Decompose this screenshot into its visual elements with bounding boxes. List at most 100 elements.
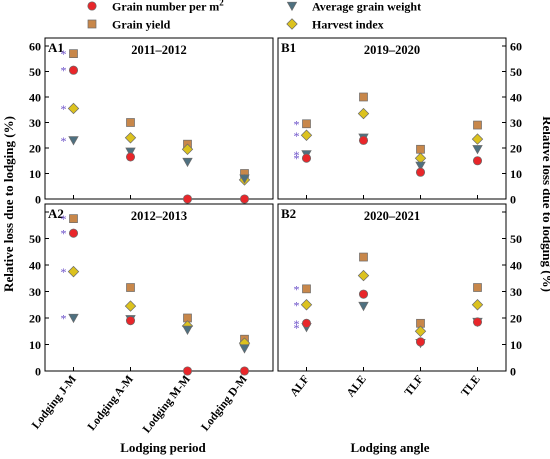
y-tick-label: 40 xyxy=(510,259,522,273)
legend-marker xyxy=(286,18,298,30)
data-point xyxy=(358,301,369,312)
significance-star: * xyxy=(61,227,67,241)
data-point xyxy=(182,194,193,204)
series-average-grain-weight: * xyxy=(294,133,483,171)
data-point xyxy=(301,153,312,163)
data-point xyxy=(67,265,80,278)
data-point xyxy=(125,147,136,157)
legend: Grain number per m2 Average grain weight G… xyxy=(87,0,421,32)
y-tick-label: 60 xyxy=(510,40,522,54)
series-grain-yield: * xyxy=(61,47,249,178)
data-point xyxy=(415,167,426,177)
data-point xyxy=(68,228,79,238)
y-tick-label: 50 xyxy=(510,232,522,246)
significance-star: * xyxy=(294,321,300,335)
panel-a1: A1 2011–2012 0 10 20 30 40 50 60 * * * * xyxy=(29,37,274,207)
legend-item: Harvest index xyxy=(286,18,384,32)
data-point xyxy=(239,344,250,354)
series-grain-number-per-m2: * xyxy=(294,135,483,177)
significance-star: * xyxy=(294,298,300,312)
data-point xyxy=(67,102,80,115)
panel-title: 2020–2021 xyxy=(364,209,420,223)
y-tick-label: 30 xyxy=(510,116,522,130)
data-point xyxy=(471,299,484,311)
data-point xyxy=(126,283,135,292)
plot-frame xyxy=(277,203,507,372)
legend-marker xyxy=(286,1,298,12)
data-point xyxy=(69,214,78,223)
data-point xyxy=(473,283,482,292)
y-tick-label: 50 xyxy=(510,65,522,79)
series-harvest-index: * xyxy=(294,269,484,337)
data-point xyxy=(301,318,312,328)
significance-star: * xyxy=(294,117,300,131)
y-tick-label: 50 xyxy=(29,232,41,246)
series-grain-yield: * xyxy=(294,252,482,328)
panel-title: 2012–2013 xyxy=(131,209,187,223)
data-point xyxy=(125,316,136,326)
y-axis-title-right: Relative loss due to lodging (%) xyxy=(540,116,550,292)
series-grain-number-per-m2: * xyxy=(61,227,250,376)
panel-label: A2 xyxy=(48,206,64,221)
data-point xyxy=(239,366,250,376)
legend-item: Average grain weight xyxy=(286,0,421,14)
legend-label-text: Grain yield xyxy=(112,18,171,32)
significance-star: * xyxy=(294,152,300,166)
data-point xyxy=(358,289,369,299)
data-point xyxy=(182,325,193,336)
data-point xyxy=(68,65,79,75)
data-point xyxy=(359,92,368,102)
data-point xyxy=(472,156,483,166)
legend-item: Grain yield xyxy=(87,18,171,32)
y-tick-label: 0 xyxy=(35,365,41,379)
y-tick-label: 40 xyxy=(29,91,41,105)
significance-star: * xyxy=(294,148,300,162)
legend-label-text: Harvest index xyxy=(312,18,384,32)
data-point xyxy=(68,313,79,324)
data-point xyxy=(359,252,368,262)
data-point xyxy=(124,300,137,312)
y-tick-label: 30 xyxy=(29,116,41,130)
significance-star: * xyxy=(61,212,67,226)
data-point xyxy=(472,317,483,327)
data-point xyxy=(473,120,482,130)
y-tick-label: 10 xyxy=(29,167,41,181)
y-tick-label: 10 xyxy=(29,338,41,352)
significance-star: * xyxy=(61,64,67,78)
y-tick-label: 30 xyxy=(29,285,41,299)
significance-star: * xyxy=(61,265,67,279)
x-tick-label: TLF xyxy=(403,373,426,398)
x-tick-label: ALE xyxy=(345,373,369,399)
data-point xyxy=(357,269,370,282)
significance-star: * xyxy=(294,129,300,143)
data-point xyxy=(124,132,137,144)
x-tick-label: Lodging A-M xyxy=(86,373,136,433)
y-tick-label: 20 xyxy=(510,312,522,326)
data-point xyxy=(302,284,311,294)
data-point xyxy=(302,119,311,129)
plot-frame xyxy=(44,203,274,372)
y-tick-label: 0 xyxy=(35,193,41,207)
legend-marker xyxy=(87,1,97,11)
legend-label: Grain number per m2 xyxy=(112,0,224,14)
legend-item: Grain number per m2 xyxy=(87,0,224,14)
data-point xyxy=(181,143,194,155)
panel-label: B1 xyxy=(281,40,296,55)
series-grain-number-per-m2: * xyxy=(294,289,483,347)
x-tick-label: Lodging J-M xyxy=(30,373,79,431)
y-tick-label: 30 xyxy=(510,285,522,299)
data-point xyxy=(415,337,426,347)
y-tick-label: 40 xyxy=(510,91,522,105)
series-harvest-index: * xyxy=(61,265,251,349)
series-harvest-index: * xyxy=(61,102,251,186)
panel-label: B2 xyxy=(281,206,296,221)
series-average-grain-weight: * xyxy=(61,312,250,354)
y-tick-label: 0 xyxy=(510,193,516,207)
y-tick-label: 20 xyxy=(29,142,41,156)
data-point xyxy=(125,152,136,162)
x-axis-title-left: Lodging period xyxy=(120,440,206,455)
